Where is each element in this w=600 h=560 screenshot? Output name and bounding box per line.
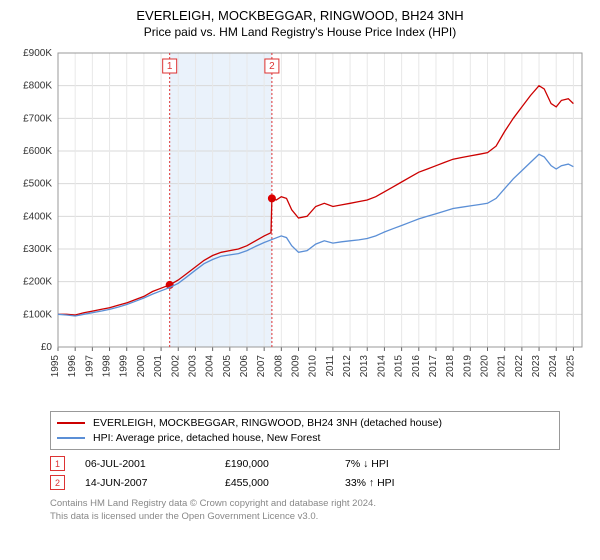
event-delta: 7% ↓ HPI (345, 458, 455, 470)
legend: EVERLEIGH, MOCKBEGGAR, RINGWOOD, BH24 3N… (50, 411, 560, 450)
legend-label: EVERLEIGH, MOCKBEGGAR, RINGWOOD, BH24 3N… (93, 416, 442, 431)
chart-container: EVERLEIGH, MOCKBEGGAR, RINGWOOD, BH24 3N… (0, 0, 600, 530)
svg-text:2007: 2007 (256, 355, 267, 378)
svg-text:2022: 2022 (514, 355, 525, 378)
svg-text:2003: 2003 (187, 355, 198, 378)
event-date: 06-JUL-2001 (85, 458, 225, 470)
svg-text:2015: 2015 (394, 355, 405, 378)
event-row: 2 14-JUN-2007£455,00033% ↑ HPI (50, 473, 560, 492)
footnote-line: Contains HM Land Registry data © Crown c… (50, 498, 590, 511)
svg-text:2012: 2012 (342, 355, 353, 378)
svg-text:2002: 2002 (170, 355, 181, 378)
svg-text:2016: 2016 (411, 355, 422, 378)
svg-text:2011: 2011 (325, 355, 336, 377)
svg-text:2006: 2006 (239, 355, 250, 378)
svg-text:£700K: £700K (23, 113, 52, 124)
svg-text:2024: 2024 (548, 355, 559, 378)
legend-label: HPI: Average price, detached house, New … (93, 431, 320, 446)
svg-text:2014: 2014 (376, 355, 387, 378)
svg-text:2019: 2019 (462, 355, 473, 378)
svg-text:1996: 1996 (67, 355, 78, 378)
svg-text:£800K: £800K (23, 81, 52, 92)
event-price: £455,000 (225, 477, 345, 489)
event-delta: 33% ↑ HPI (345, 477, 455, 489)
svg-text:2008: 2008 (273, 355, 284, 378)
legend-item: HPI: Average price, detached house, New … (57, 431, 553, 446)
svg-text:2017: 2017 (428, 355, 439, 378)
page-subtitle: Price paid vs. HM Land Registry's House … (10, 25, 590, 39)
svg-text:£900K: £900K (23, 48, 52, 59)
svg-text:1995: 1995 (50, 355, 61, 378)
svg-text:£200K: £200K (23, 277, 52, 288)
svg-text:1999: 1999 (119, 355, 130, 378)
svg-text:2000: 2000 (136, 355, 147, 378)
svg-text:£600K: £600K (23, 146, 52, 157)
svg-text:2004: 2004 (205, 355, 216, 378)
svg-text:£500K: £500K (23, 179, 52, 190)
svg-text:£100K: £100K (23, 309, 52, 320)
svg-text:2021: 2021 (497, 355, 508, 378)
event-badge: 1 (50, 456, 65, 471)
svg-text:1998: 1998 (102, 355, 113, 378)
footnote: Contains HM Land Registry data © Crown c… (50, 498, 590, 524)
svg-text:2025: 2025 (565, 355, 576, 378)
chart-area: £0 £100K £200K £300K £400K £500K £600K £700K £80… (10, 45, 590, 405)
event-price: £190,000 (225, 458, 345, 470)
svg-text:1: 1 (167, 61, 173, 72)
legend-swatch (57, 437, 85, 439)
svg-text:£0: £0 (41, 342, 53, 353)
svg-text:£400K: £400K (23, 211, 52, 222)
events-table: 1 06-JUL-2001£190,0007% ↓ HPI 2 14-JUN-2007… (50, 454, 560, 492)
svg-text:2020: 2020 (480, 355, 491, 378)
event-badge: 2 (50, 475, 65, 490)
event-date: 14-JUN-2007 (85, 477, 225, 489)
svg-text:2001: 2001 (153, 355, 164, 378)
footnote-line: This data is licensed under the Open Gov… (50, 511, 590, 524)
svg-text:2009: 2009 (291, 355, 302, 378)
svg-text:2018: 2018 (445, 355, 456, 378)
svg-text:£300K: £300K (23, 244, 52, 255)
line-chart-svg: £0 £100K £200K £300K £400K £500K £600K £700K £80… (10, 45, 590, 405)
event-row: 1 06-JUL-2001£190,0007% ↓ HPI (50, 454, 560, 473)
svg-text:2023: 2023 (531, 355, 542, 378)
page-title: EVERLEIGH, MOCKBEGGAR, RINGWOOD, BH24 3N… (10, 8, 590, 23)
legend-swatch (57, 422, 85, 424)
svg-text:2013: 2013 (359, 355, 370, 378)
svg-text:2: 2 (269, 61, 275, 72)
svg-text:2005: 2005 (222, 355, 233, 378)
legend-item: EVERLEIGH, MOCKBEGGAR, RINGWOOD, BH24 3N… (57, 416, 553, 431)
svg-text:1997: 1997 (84, 355, 95, 378)
svg-text:2010: 2010 (308, 355, 319, 378)
